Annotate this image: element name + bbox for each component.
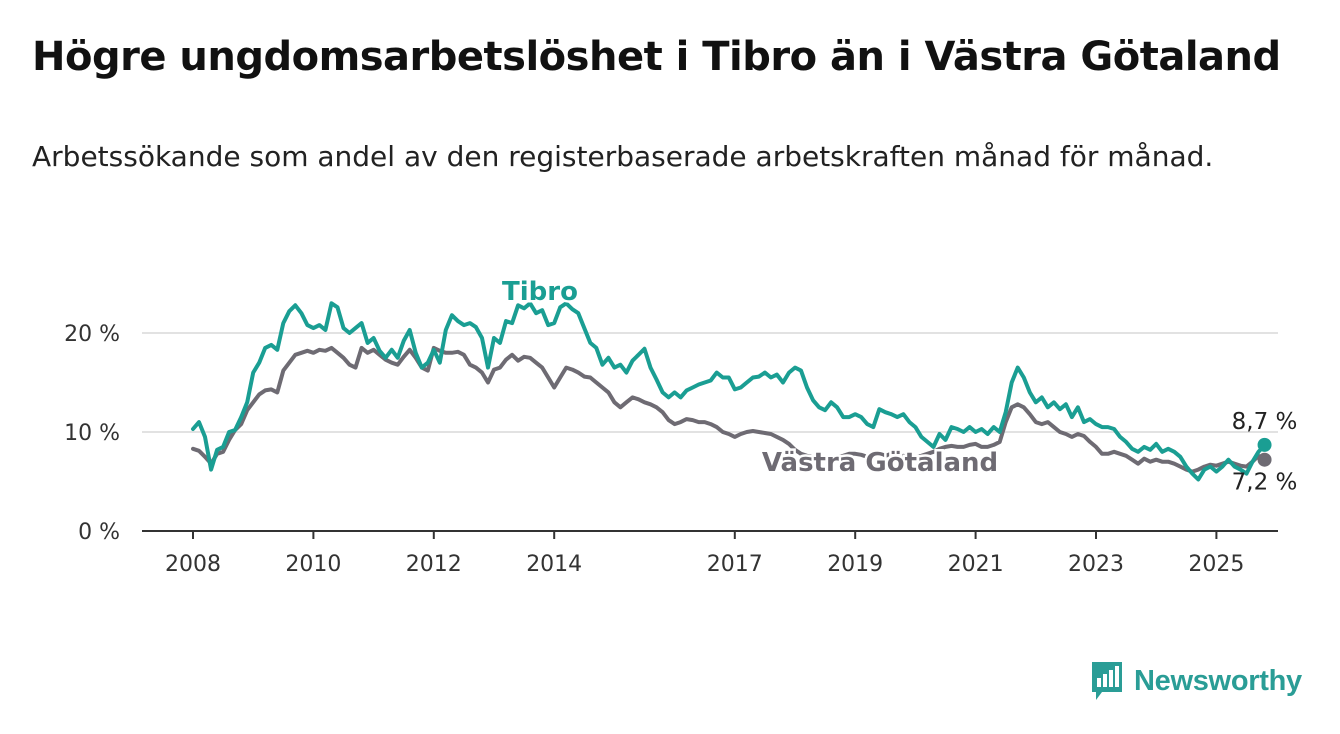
series-label-vastra-gotaland: Västra Götaland <box>762 448 998 478</box>
series-line <box>191 345 1267 474</box>
x-tick-label: 2021 <box>948 552 1004 577</box>
y-tick-label: 0 % <box>78 520 120 545</box>
end-value-tibro: 8,7 % <box>1232 409 1298 435</box>
y-tick-label: 10 % <box>64 421 120 446</box>
x-tick-label: 2012 <box>406 552 462 577</box>
x-tick-label: 2008 <box>165 552 221 577</box>
x-tick-label: 2010 <box>285 552 341 577</box>
series-end-point <box>1257 452 1272 467</box>
gridlines <box>142 332 1278 539</box>
page-subtitle: Arbetssökande som andel av den registerb… <box>32 140 1214 173</box>
page-title: Högre ungdomsarbetslöshet i Tibro än i V… <box>32 34 1281 80</box>
end-value-vastra-gotaland: 7,2 % <box>1232 470 1298 496</box>
series-end-point <box>1257 437 1272 452</box>
x-tick-label: 2017 <box>707 552 763 577</box>
x-tick-label: 2014 <box>526 552 582 577</box>
series-label-tibro: Tibro <box>502 277 578 307</box>
x-tick-label: 2025 <box>1188 552 1244 577</box>
series-line <box>191 301 1267 482</box>
x-tick-label: 2019 <box>827 552 883 577</box>
x-tick-label: 2023 <box>1068 552 1124 577</box>
brand-logo[interactable]: Newsworthy <box>1090 660 1302 702</box>
chart-labels: 0 % 10 % 20 % 2008 2010 2012 2014 2017 2019 2021 2… <box>64 275 1298 578</box>
brand-name: Newsworthy <box>1134 664 1302 697</box>
series-lines <box>191 301 1272 482</box>
y-tick-label: 20 % <box>64 322 120 347</box>
newsworthy-logo-icon <box>1092 662 1122 700</box>
